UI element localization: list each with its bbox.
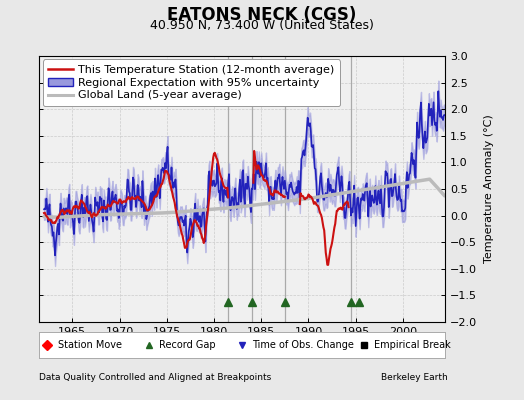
Text: Record Gap: Record Gap xyxy=(159,340,216,350)
Legend: This Temperature Station (12-month average), Regional Expectation with 95% uncer: This Temperature Station (12-month avera… xyxy=(42,59,340,106)
Y-axis label: Temperature Anomaly (°C): Temperature Anomaly (°C) xyxy=(484,115,494,263)
Text: Time of Obs. Change: Time of Obs. Change xyxy=(253,340,354,350)
Text: Berkeley Earth: Berkeley Earth xyxy=(381,374,448,382)
Text: 40.950 N, 73.400 W (United States): 40.950 N, 73.400 W (United States) xyxy=(150,20,374,32)
Text: Station Move: Station Move xyxy=(58,340,122,350)
Text: Data Quality Controlled and Aligned at Breakpoints: Data Quality Controlled and Aligned at B… xyxy=(39,374,271,382)
Text: Empirical Break: Empirical Break xyxy=(374,340,451,350)
Text: EATONS NECK (CGS): EATONS NECK (CGS) xyxy=(167,6,357,24)
